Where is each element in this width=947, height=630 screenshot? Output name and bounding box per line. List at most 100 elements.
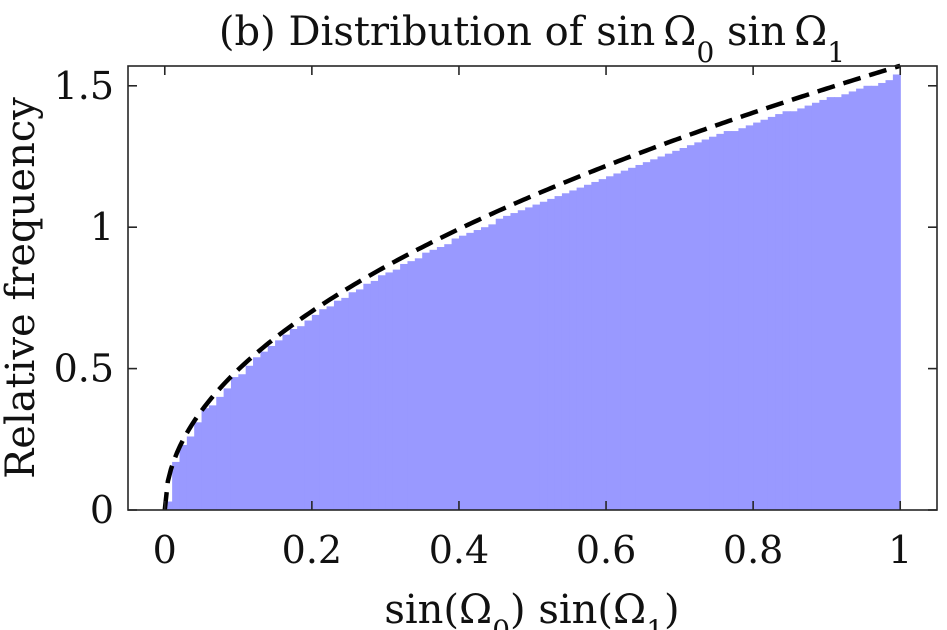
- histogram-bar: [326, 306, 335, 510]
- histogram-bar: [657, 156, 666, 510]
- histogram-bar: [282, 334, 291, 510]
- histogram-bar: [591, 181, 600, 511]
- histogram-bar: [392, 269, 401, 510]
- histogram-bar: [753, 122, 762, 510]
- histogram-bar: [186, 436, 195, 510]
- histogram-bar: [826, 97, 835, 511]
- histogram-bar: [547, 198, 556, 511]
- histogram-bar: [797, 108, 806, 510]
- histogram-bar: [304, 320, 313, 510]
- histogram-bar: [260, 351, 269, 510]
- histogram-bar: [561, 193, 570, 510]
- histogram-bar: [370, 280, 379, 510]
- x-tick-label: 0.4: [429, 528, 489, 572]
- histogram-bar: [723, 131, 732, 510]
- histogram-bar: [782, 111, 791, 510]
- histogram-bar: [289, 329, 298, 510]
- histogram-bar: [466, 232, 475, 510]
- histogram-bar: [767, 116, 776, 511]
- histogram-bar: [811, 102, 820, 510]
- histogram-bar: [554, 196, 563, 510]
- x-tick-label: 0.2: [282, 528, 342, 572]
- histogram-bar: [620, 170, 629, 510]
- histogram-bar: [834, 97, 842, 511]
- histogram-bar: [422, 252, 431, 510]
- chart-title: (b) Distribution of sin Ω0 sin Ω1: [219, 9, 845, 69]
- histogram-bar: [194, 422, 203, 510]
- histogram-bar: [686, 145, 695, 511]
- histogram-bar: [863, 85, 872, 511]
- histogram-bar: [878, 82, 887, 511]
- histogram-bar: [436, 246, 445, 510]
- histogram-bar: [319, 309, 328, 510]
- histogram-bar: [333, 300, 342, 510]
- histogram-bar: [598, 179, 607, 510]
- histogram-bar: [650, 159, 659, 511]
- histogram-bar: [414, 258, 423, 510]
- x-axis-ticks: 0 0.2 0.4 0.6 0.8 1: [153, 66, 912, 572]
- x-tick-label: 0: [153, 528, 177, 572]
- histogram-bar: [400, 263, 409, 510]
- histogram-bar: [407, 261, 416, 510]
- y-axis-ticks: 0 0.5 1 1.5: [54, 64, 937, 532]
- histogram-bar: [297, 326, 306, 510]
- histogram-bar: [238, 374, 247, 510]
- histogram-bar: [429, 249, 438, 510]
- histogram-bar: [525, 207, 534, 510]
- histogram-bar: [473, 230, 482, 510]
- histogram-bar: [201, 408, 210, 510]
- histogram-bar: [892, 74, 901, 511]
- histogram-bar: [451, 238, 460, 510]
- histogram-bar: [870, 85, 879, 511]
- y-tick-label: 1: [90, 205, 114, 249]
- histogram-bar: [606, 176, 614, 510]
- histogram-bar: [642, 162, 651, 510]
- histogram-bar: [841, 94, 850, 510]
- histogram-bar: [672, 150, 681, 510]
- histogram-bar: [745, 125, 754, 510]
- histogram-bar: [709, 136, 717, 511]
- histogram-bar: [223, 388, 232, 510]
- histogram-bar: [716, 133, 725, 510]
- histogram-bar: [635, 164, 644, 510]
- histogram-bar: [363, 283, 372, 510]
- histogram-bar: [444, 244, 453, 511]
- fit-curve-line: [162, 63, 901, 511]
- histogram-bar: [569, 190, 578, 511]
- histogram-bar: [179, 444, 188, 510]
- x-axis-label: sin(Ω0) sin(Ω1): [384, 587, 679, 630]
- histogram-bar: [510, 213, 519, 511]
- y-tick-label: 1.5: [54, 64, 114, 108]
- histogram-bar: [694, 142, 703, 510]
- histogram-bar: [539, 201, 548, 510]
- histogram-bar: [679, 148, 688, 510]
- histogram-bar: [613, 173, 622, 510]
- histogram-bar: [253, 357, 261, 510]
- histogram-bar: [503, 215, 512, 510]
- plot-frame: [127, 65, 938, 511]
- histogram-bar: [885, 80, 894, 510]
- histogram-bar: [458, 235, 467, 511]
- histogram-bar: [583, 184, 592, 510]
- histogram-bar: [245, 365, 254, 510]
- histogram-bar: [760, 119, 769, 510]
- histogram-bar: [267, 345, 276, 510]
- histogram-bar: [664, 153, 673, 510]
- histogram-bar: [819, 99, 828, 510]
- histogram-bar: [216, 396, 225, 510]
- y-tick-label: 0.5: [54, 347, 114, 391]
- y-tick-label: 0: [90, 488, 114, 532]
- histogram-bar: [848, 91, 857, 510]
- histogram-bar: [311, 314, 320, 510]
- histogram-bar: [517, 210, 526, 510]
- x-tick-label: 0.6: [576, 528, 636, 572]
- x-tick-label: 1: [888, 528, 912, 572]
- histogram-bar: [488, 224, 497, 510]
- histogram-bar: [355, 289, 364, 510]
- histogram-bar: [856, 88, 865, 510]
- histogram-bars: [164, 74, 901, 511]
- histogram-bar: [804, 105, 813, 511]
- y-axis-label: Relative frequency: [0, 97, 44, 479]
- histogram-bar: [701, 139, 710, 510]
